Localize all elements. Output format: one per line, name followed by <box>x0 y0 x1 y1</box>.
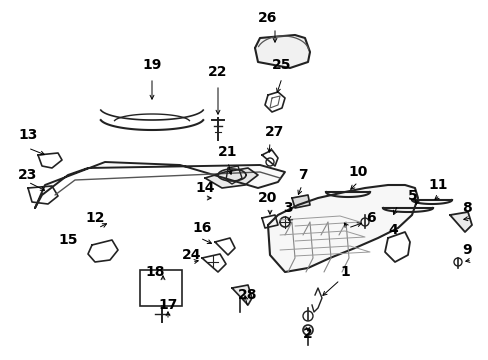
Text: 6: 6 <box>365 211 375 225</box>
Text: 28: 28 <box>238 288 257 302</box>
Bar <box>140 270 182 306</box>
Text: 7: 7 <box>297 168 307 182</box>
Text: 10: 10 <box>347 165 366 179</box>
Text: 15: 15 <box>58 233 77 247</box>
Text: 9: 9 <box>461 243 470 257</box>
Text: 27: 27 <box>264 125 284 139</box>
Text: 17: 17 <box>158 298 177 312</box>
Polygon shape <box>35 162 285 208</box>
Text: 8: 8 <box>461 201 471 215</box>
Text: 16: 16 <box>192 221 211 235</box>
Polygon shape <box>231 285 251 305</box>
Text: 3: 3 <box>283 201 292 215</box>
Text: 23: 23 <box>18 168 37 182</box>
Text: 21: 21 <box>218 145 237 159</box>
Text: 24: 24 <box>182 248 201 262</box>
Polygon shape <box>267 185 417 272</box>
Text: 4: 4 <box>387 223 397 237</box>
Polygon shape <box>291 195 309 208</box>
Text: 14: 14 <box>195 181 214 195</box>
Text: 12: 12 <box>85 211 104 225</box>
Text: 11: 11 <box>427 178 447 192</box>
Text: 13: 13 <box>18 128 37 142</box>
Text: 22: 22 <box>208 65 227 79</box>
Polygon shape <box>204 168 258 188</box>
Text: 25: 25 <box>272 58 291 72</box>
Polygon shape <box>449 212 471 232</box>
Text: 19: 19 <box>142 58 162 72</box>
Text: 5: 5 <box>407 189 417 203</box>
Text: 20: 20 <box>258 191 277 205</box>
Polygon shape <box>254 35 309 68</box>
Text: 1: 1 <box>339 265 349 279</box>
Text: 26: 26 <box>258 11 277 25</box>
Text: 2: 2 <box>303 327 312 341</box>
Text: 18: 18 <box>145 265 164 279</box>
